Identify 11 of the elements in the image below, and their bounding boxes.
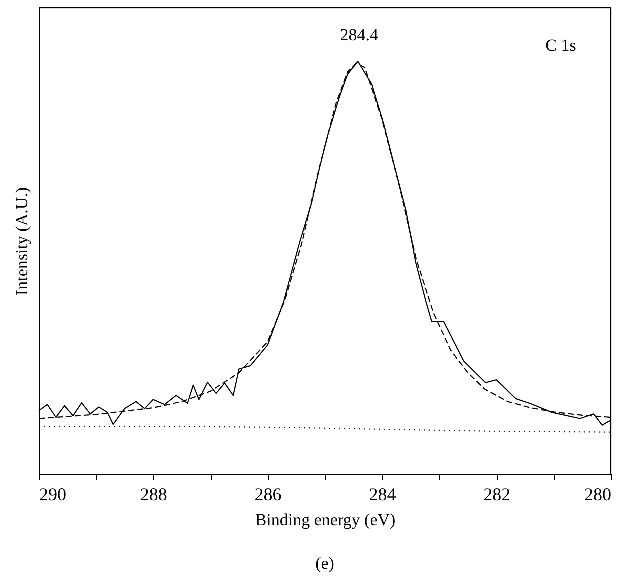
x-tick-label: 288: [140, 484, 168, 504]
text: (e): [316, 554, 334, 573]
x-tick-label: 280: [584, 484, 612, 504]
x-tick-label: 282: [484, 484, 511, 504]
x-tick-label: 284: [369, 484, 396, 504]
y-axis-title: Intensity (A.U.): [12, 187, 32, 296]
x-tick-label: 290: [40, 484, 66, 504]
x-axis-title: Binding energy (eV): [255, 510, 396, 530]
text: C 1s: [546, 36, 576, 55]
annotation: 284.4: [340, 26, 379, 45]
x-tick-label: 286: [254, 484, 282, 504]
